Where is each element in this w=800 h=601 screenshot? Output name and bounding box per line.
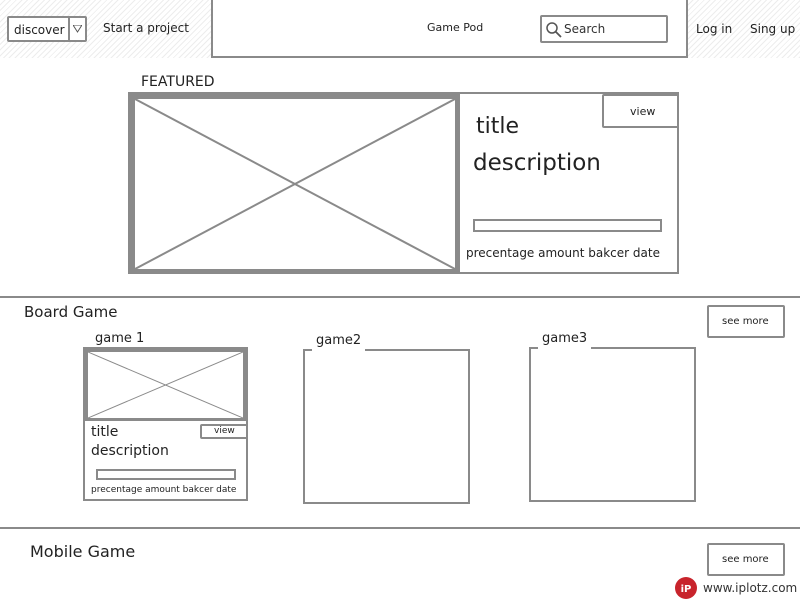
game-stats: precentage amount bakcer date: [91, 485, 237, 495]
see-more-label: see more: [722, 554, 769, 565]
game-card-placeholder[interactable]: [303, 349, 470, 504]
discover-dropdown[interactable]: discover: [7, 16, 87, 42]
discover-label: discover: [14, 23, 65, 37]
board-see-more-button[interactable]: see more: [707, 305, 785, 338]
section-divider: [0, 296, 800, 298]
iplotz-logo: iP: [675, 577, 697, 599]
watermark-url: www.iplotz.com: [703, 581, 798, 595]
game-card-placeholder[interactable]: [529, 347, 696, 502]
game-card-label: game 1: [95, 331, 145, 346]
search-input[interactable]: Search: [540, 15, 668, 43]
logo-badge-text: iP: [680, 584, 692, 595]
mobile-game-heading: Mobile Game: [30, 542, 136, 561]
search-icon: [546, 22, 562, 38]
game-description: description: [91, 443, 169, 459]
start-project-link[interactable]: Start a project: [103, 21, 189, 35]
featured-heading: FEATURED: [141, 74, 215, 90]
featured-view-button[interactable]: view: [602, 94, 679, 128]
search-placeholder: Search: [564, 22, 606, 36]
image-placeholder-icon: [135, 99, 455, 269]
image-placeholder-icon: [88, 352, 243, 418]
game-card[interactable]: title view description precentage amount…: [83, 347, 248, 501]
view-label: view: [214, 426, 235, 436]
navbar: discover Start a project Game Pod Search…: [0, 0, 800, 58]
featured-card[interactable]: view title description precentage amount…: [128, 92, 679, 274]
login-link[interactable]: Log in: [696, 22, 733, 36]
featured-stats: precentage amount bakcer date: [466, 246, 660, 260]
see-more-label: see more: [722, 316, 769, 327]
navbar-right-panel: [686, 0, 800, 58]
section-divider: [0, 527, 800, 529]
mobile-see-more-button[interactable]: see more: [707, 543, 785, 576]
game-view-button[interactable]: view: [200, 424, 248, 439]
game-card-label: game3: [538, 332, 592, 349]
featured-image-placeholder: [130, 94, 460, 274]
chevron-down-icon: [73, 25, 82, 33]
featured-progress-bar: [473, 219, 662, 232]
featured-title: title: [476, 114, 520, 139]
game-title: title: [91, 424, 119, 440]
game-card-label: game2: [312, 334, 366, 351]
game-image-placeholder: [85, 349, 246, 421]
view-label: view: [630, 105, 656, 118]
signup-link[interactable]: Sing up: [750, 22, 796, 36]
brand-title[interactable]: Game Pod: [427, 21, 484, 34]
game-progress-bar: [96, 469, 236, 480]
featured-description: description: [473, 150, 601, 176]
board-game-heading: Board Game: [24, 303, 118, 321]
dropdown-divider: [68, 18, 70, 40]
